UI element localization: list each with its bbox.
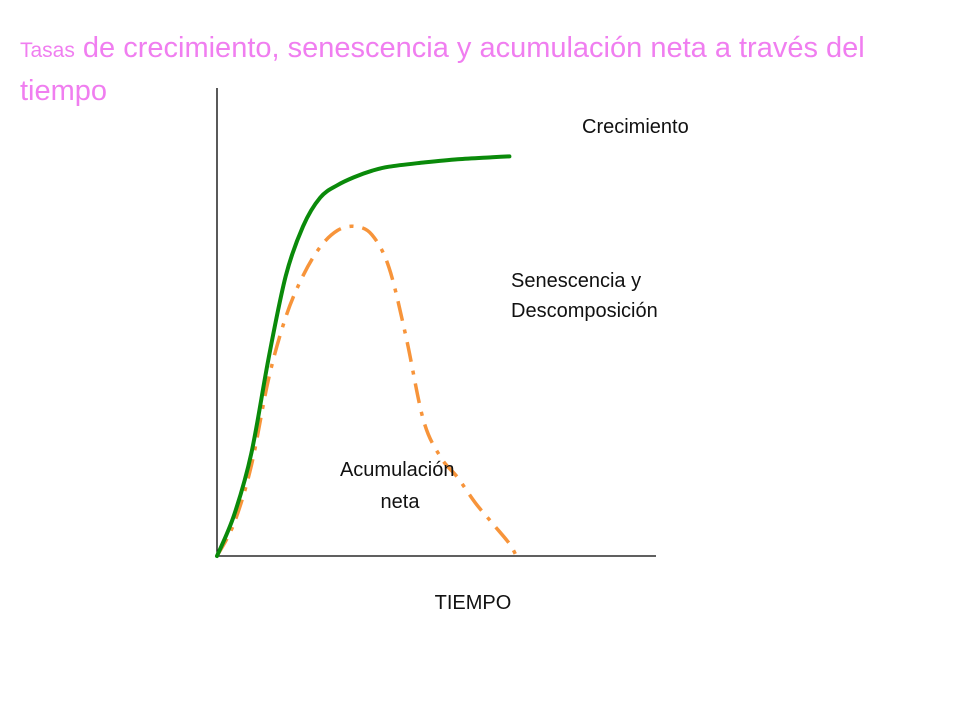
annotation-growth: Crecimiento (582, 116, 689, 138)
series-line-crecimiento (215, 154, 512, 558)
series-layer (215, 154, 518, 558)
slide-title: Tasas de crecimiento, senescencia y acum… (20, 28, 950, 111)
x-axis-label: TIEMPO (435, 592, 512, 614)
annotation-net-line-1: Acumulación (340, 459, 455, 481)
annotation-growth-line-1: Crecimiento (582, 116, 689, 138)
annotation-senescence-line-1: Senescencia y (511, 270, 641, 292)
slide-title-rest: de crecimiento, senescencia y acumulació… (20, 32, 865, 107)
series-line-senescencia (215, 224, 518, 557)
annotation-senescence: Senescencia y Descomposición (511, 270, 658, 322)
annotation-net: Acumulación neta (340, 459, 460, 513)
annotation-senescence-line-2: Descomposición (511, 300, 658, 322)
slide-title-small: Tasas (20, 39, 75, 62)
annotation-net-line-2: neta (381, 491, 421, 513)
